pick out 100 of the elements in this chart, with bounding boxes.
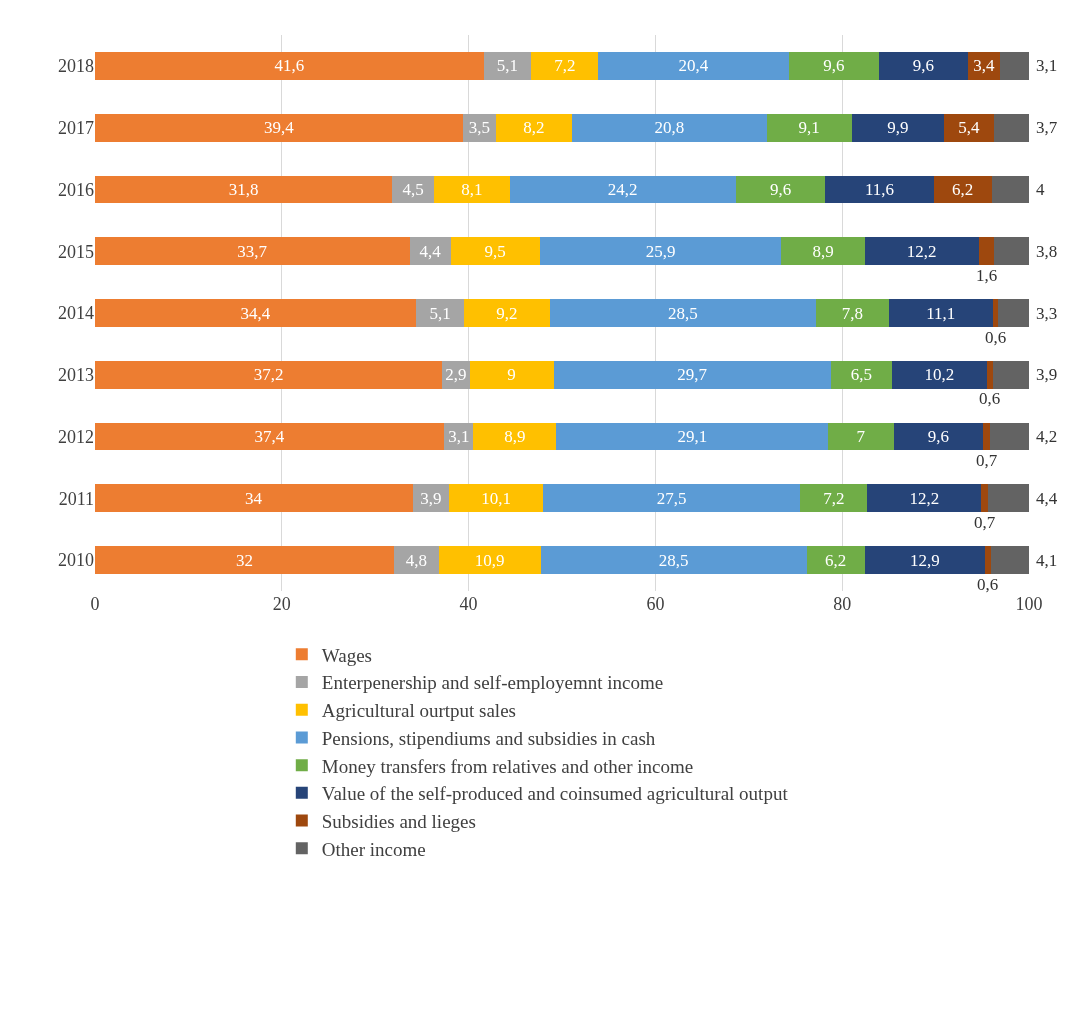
bar: [463, 299, 550, 327]
data-label: 11,1: [926, 303, 956, 323]
bar: [495, 113, 573, 142]
data-label: 0,6: [985, 328, 1007, 347]
data-label: 9: [507, 365, 516, 385]
data-label: 37,4: [254, 427, 285, 447]
data-label: 12,9: [909, 550, 940, 570]
x-tick-label: 60: [646, 594, 665, 614]
bar: [986, 360, 993, 389]
data-label: 6,2: [825, 550, 847, 570]
bar: [893, 422, 984, 451]
bar: [95, 175, 393, 204]
bar: [95, 113, 463, 142]
bar: [473, 422, 557, 451]
x-tick-label: 20: [272, 594, 291, 614]
bar: [549, 299, 817, 327]
data-label: 0,7: [974, 513, 996, 532]
data-label: 29,7: [677, 365, 708, 385]
bar: [393, 546, 439, 575]
y-tick-label: 2018: [58, 56, 94, 77]
data-label: 33,7: [237, 241, 268, 261]
bar: [448, 484, 544, 513]
data-label: 9,5: [484, 241, 506, 261]
data-label: 9,6: [912, 56, 935, 76]
data-label: 10,2: [924, 365, 955, 385]
bar: [531, 51, 599, 80]
data-label: 3,5: [468, 118, 490, 138]
bar: [830, 360, 892, 389]
y-tick-label: 2013: [58, 365, 94, 386]
data-label: 3,8: [1036, 242, 1058, 261]
bar: [469, 360, 554, 389]
data-label: 3,7: [1036, 118, 1058, 137]
bar: [95, 546, 394, 575]
bar: [981, 484, 988, 513]
data-label: 6,2: [952, 179, 974, 199]
data-label: 11,6: [865, 179, 895, 199]
data-label: 7: [856, 427, 866, 447]
bar: [994, 113, 1029, 142]
bar: [878, 51, 969, 80]
bar: [509, 175, 736, 204]
data-label: 31,8: [228, 179, 259, 199]
bar: [989, 422, 1029, 451]
bar: [800, 484, 868, 513]
data-label: 9,6: [823, 56, 845, 76]
data-label: 4,8: [405, 550, 427, 570]
bar: [983, 422, 990, 451]
data-label: 0,6: [979, 389, 1001, 408]
bar: [539, 237, 782, 266]
bar: [998, 299, 1029, 327]
legend-label: Enterpenership and self-employemnt income: [321, 672, 664, 694]
bar: [1000, 51, 1029, 80]
data-label: 3,1: [448, 427, 470, 447]
data-label: 34,4: [240, 303, 271, 323]
data-label: 0,7: [976, 451, 998, 470]
data-label: 12,2: [909, 488, 940, 508]
y-tick-label: 2012: [58, 426, 94, 447]
data-label: 7,2: [823, 488, 845, 508]
data-label: 28,5: [668, 303, 698, 323]
bar: [851, 113, 945, 142]
bar: [992, 299, 999, 327]
data-label: 4,5: [402, 179, 424, 199]
data-label: 5,1: [429, 303, 451, 323]
legend-label: Money transfers from relatives and other income: [321, 755, 694, 777]
data-label: 12,2: [906, 241, 937, 261]
bar: [788, 51, 879, 80]
data-label: 9,6: [927, 427, 950, 447]
data-label: 8,9: [504, 427, 526, 447]
bar: [766, 113, 852, 142]
data-label: 39,4: [263, 118, 295, 138]
data-label: 29,1: [677, 427, 708, 447]
bar: [434, 175, 510, 204]
data-label: 9,9: [887, 118, 909, 138]
bar: [825, 175, 934, 204]
bar: [944, 113, 995, 142]
bar: [438, 546, 541, 575]
data-label: 27,5: [656, 488, 687, 508]
data-label: 7,2: [554, 56, 576, 76]
legend-label: Other income: [321, 838, 426, 860]
bar: [95, 237, 410, 266]
data-label: 9,2: [496, 303, 518, 323]
data-label: 4: [1036, 180, 1045, 199]
legend-label: Wages: [321, 644, 372, 666]
data-label: 37,2: [253, 365, 284, 385]
legend-label: Agricultural ourtput sales: [321, 700, 516, 722]
legend-label: Pensions, stipendiums and subsidies in cash: [321, 727, 656, 749]
data-label: 41,6: [274, 56, 305, 76]
bar: [543, 484, 801, 513]
bar: [991, 175, 1029, 204]
bar: [891, 360, 987, 389]
bar: [450, 237, 540, 266]
data-label: 3,4: [973, 56, 996, 76]
data-label: 6,5: [850, 365, 872, 385]
data-label: 3,9: [1036, 365, 1058, 384]
data-label: 25,9: [645, 241, 676, 261]
y-tick-label: 2017: [58, 117, 94, 138]
y-tick-label: 2011: [58, 488, 94, 509]
bar: [990, 546, 1029, 575]
data-label: 10,1: [481, 488, 512, 508]
data-label: 20,4: [678, 56, 709, 76]
bar: [95, 422, 445, 451]
